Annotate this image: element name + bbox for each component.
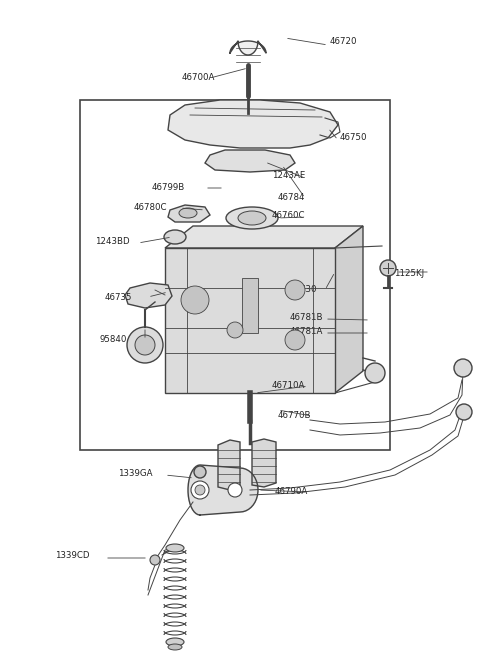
- Polygon shape: [168, 205, 210, 222]
- Ellipse shape: [168, 644, 182, 650]
- Circle shape: [135, 335, 155, 355]
- Ellipse shape: [238, 211, 266, 225]
- Polygon shape: [168, 100, 338, 148]
- Bar: [80, 100, 390, 450]
- Text: 46780C: 46780C: [134, 202, 168, 212]
- Polygon shape: [335, 226, 363, 393]
- Text: 1243AE: 1243AE: [272, 172, 305, 181]
- Text: 46784: 46784: [278, 193, 305, 202]
- Polygon shape: [125, 283, 172, 308]
- Polygon shape: [230, 41, 266, 55]
- Text: 46735: 46735: [105, 293, 132, 301]
- Text: 46700A: 46700A: [182, 73, 216, 83]
- Text: 46730: 46730: [290, 286, 317, 295]
- Circle shape: [285, 280, 305, 300]
- Circle shape: [456, 404, 472, 420]
- Ellipse shape: [164, 230, 186, 244]
- Text: 1339CD: 1339CD: [55, 552, 89, 561]
- Text: 46781A: 46781A: [290, 328, 324, 337]
- Text: 1339GA: 1339GA: [118, 470, 153, 479]
- Text: 46710A: 46710A: [272, 381, 305, 390]
- Circle shape: [181, 286, 209, 314]
- Circle shape: [228, 483, 242, 497]
- FancyBboxPatch shape: [242, 278, 258, 333]
- Ellipse shape: [166, 544, 184, 552]
- FancyBboxPatch shape: [165, 248, 335, 393]
- Circle shape: [285, 330, 305, 350]
- Polygon shape: [205, 150, 295, 172]
- Ellipse shape: [166, 638, 184, 646]
- Circle shape: [380, 260, 396, 276]
- Polygon shape: [218, 440, 240, 490]
- Text: 46760C: 46760C: [272, 212, 305, 221]
- Text: 46770B: 46770B: [278, 411, 312, 419]
- Circle shape: [194, 466, 206, 478]
- Text: 46781B: 46781B: [290, 314, 324, 322]
- Polygon shape: [252, 439, 276, 487]
- Text: 46720: 46720: [330, 37, 358, 47]
- Circle shape: [365, 363, 385, 383]
- Circle shape: [454, 359, 472, 377]
- Text: 1243BD: 1243BD: [95, 238, 130, 246]
- Ellipse shape: [226, 207, 278, 229]
- Text: 1125KJ: 1125KJ: [394, 269, 424, 278]
- Ellipse shape: [179, 208, 197, 218]
- Polygon shape: [165, 226, 363, 248]
- Text: 95840: 95840: [100, 335, 127, 345]
- Circle shape: [191, 481, 209, 499]
- Text: 46799B: 46799B: [152, 183, 185, 191]
- Text: 46790A: 46790A: [275, 487, 308, 496]
- Polygon shape: [188, 465, 258, 515]
- Circle shape: [227, 322, 243, 338]
- Circle shape: [150, 555, 160, 565]
- Text: 46750: 46750: [340, 134, 368, 143]
- Circle shape: [127, 327, 163, 363]
- Circle shape: [195, 485, 205, 495]
